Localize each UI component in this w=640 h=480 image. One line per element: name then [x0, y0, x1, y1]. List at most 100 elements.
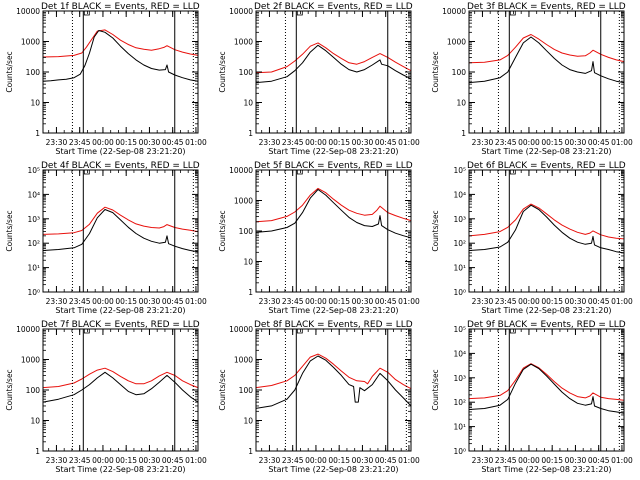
chart-title: Det 2f BLACK = Events, RED = LLD [254, 2, 413, 12]
y-tick-label: 10⁴ [453, 349, 466, 358]
y-tick-label: 10¹ [453, 423, 466, 432]
chart-panel-8: Det 8f BLACK = Events, RED = LLD 1 10 100 10… [218, 320, 420, 474]
x-tick-label: 00:45 [375, 138, 397, 147]
x-tick-label: 00:30 [352, 297, 374, 306]
x-tick-label: 00:45 [588, 297, 610, 306]
y-tick-label: 10 [243, 258, 253, 267]
chart-title: Det 3f BLACK = Events, RED = LLD [467, 2, 626, 12]
x-axis-label: Start Time (22-Sep-08 23:21:20) [55, 147, 185, 156]
x-tick-label: 01:00 [611, 297, 633, 306]
y-tick-label: 1 [248, 447, 253, 456]
y-tick-label: 1000 [234, 38, 253, 47]
y-tick-label: 10² [27, 239, 40, 248]
y-tick-label: 10⁰ [453, 447, 466, 456]
x-tick-label: 23:30 [259, 297, 281, 306]
y-tick-label: 10³ [453, 215, 466, 224]
x-tick-label: 01:00 [398, 456, 420, 465]
x-tick-label: 23:30 [46, 297, 68, 306]
y-tick-label: 1000 [447, 38, 466, 47]
x-tick-label: 01:00 [185, 297, 207, 306]
x-tick-label: 00:15 [328, 456, 350, 465]
chart-panel-6: Det 6f BLACK = Events, RED = LLD 10⁰ 10¹ 10… [431, 161, 633, 315]
x-tick-label: 00:00 [92, 297, 114, 306]
x-tick-label: 23:45 [282, 138, 304, 147]
x-tick-label: 23:45 [282, 456, 304, 465]
x-tick-label: 00:30 [565, 138, 587, 147]
chart-title: Det 6f BLACK = Events, RED = LLD [467, 161, 626, 171]
y-tick-label: 10 [243, 99, 253, 108]
x-tick-label: 23:45 [69, 456, 91, 465]
y-tick-label: 1000 [234, 356, 253, 365]
plot-frame [42, 169, 199, 293]
x-tick-label: 00:15 [115, 456, 137, 465]
y-axis-label: Counts/sec [5, 369, 14, 410]
x-tick-label: 23:45 [495, 297, 517, 306]
y-tick-label: 10⁵ [453, 166, 466, 175]
x-tick-label: 00:30 [139, 138, 161, 147]
y-axis-label: Counts/sec [218, 369, 227, 410]
x-tick-label: 23:30 [472, 138, 494, 147]
chart-panel-1: Det 1f BLACK = Events, RED = LLD 1 10 100 10… [5, 2, 207, 156]
y-tick-label: 10 [30, 417, 40, 426]
x-axis-label: Start Time (22-Sep-08 23:21:20) [268, 147, 398, 156]
x-tick-label: 00:15 [328, 138, 350, 147]
x-tick-label: 01:00 [611, 456, 633, 465]
y-tick-label: 100 [26, 68, 41, 77]
y-tick-label: 10 [243, 417, 253, 426]
x-tick-label: 00:45 [162, 297, 184, 306]
x-tick-label: 00:30 [565, 297, 587, 306]
y-tick-label: 10000 [16, 7, 40, 16]
x-tick-label: 00:45 [375, 297, 397, 306]
x-tick-label: 23:45 [69, 297, 91, 306]
x-tick-label: 00:15 [115, 297, 137, 306]
x-tick-label: 01:00 [398, 297, 420, 306]
y-tick-label: 10000 [442, 7, 466, 16]
chart-panel-2: Det 2f BLACK = Events, RED = LLD 1 10 100 10… [218, 2, 420, 156]
y-tick-label: 100 [26, 386, 41, 395]
y-tick-label: 1000 [21, 356, 40, 365]
plot-frame [468, 169, 625, 293]
x-tick-label: 00:15 [328, 297, 350, 306]
x-tick-label: 00:30 [139, 456, 161, 465]
y-axis-label: Counts/sec [431, 51, 440, 92]
y-tick-label: 100 [239, 227, 254, 236]
x-tick-label: 00:30 [352, 456, 374, 465]
y-tick-label: 1 [248, 129, 253, 138]
y-tick-label: 10⁰ [453, 288, 466, 297]
x-tick-label: 00:00 [518, 138, 540, 147]
x-tick-label: 23:45 [282, 297, 304, 306]
y-tick-label: 10³ [453, 374, 466, 383]
y-tick-label: 10 [456, 99, 466, 108]
x-tick-label: 23:30 [259, 138, 281, 147]
chart-title: Det 8f BLACK = Events, RED = LLD [254, 320, 413, 330]
y-axis-label: Counts/sec [5, 210, 14, 251]
chart-panel-5: Det 5f BLACK = Events, RED = LLD 1 10 100 10… [218, 161, 420, 315]
series-line-events [255, 189, 412, 239]
y-tick-label: 10¹ [453, 264, 466, 273]
y-tick-label: 10³ [27, 215, 40, 224]
x-tick-label: 00:15 [541, 456, 563, 465]
y-axis-label: Counts/sec [431, 210, 440, 251]
x-tick-label: 00:00 [305, 138, 327, 147]
y-tick-label: 10¹ [27, 264, 40, 273]
x-axis-label: Start Time (22-Sep-08 23:21:20) [268, 465, 398, 474]
chart-panel-3: Det 3f BLACK = Events, RED = LLD 1 10 100 10… [431, 2, 633, 156]
x-tick-label: 00:45 [375, 456, 397, 465]
chart-title: Det 5f BLACK = Events, RED = LLD [254, 161, 413, 171]
y-tick-label: 1 [461, 129, 466, 138]
x-tick-label: 00:00 [305, 456, 327, 465]
x-tick-label: 23:45 [495, 456, 517, 465]
y-tick-label: 100 [239, 68, 254, 77]
x-tick-label: 23:30 [472, 297, 494, 306]
y-tick-label: 1 [35, 129, 40, 138]
series-line-events [42, 209, 199, 253]
x-axis-label: Start Time (22-Sep-08 23:21:20) [55, 306, 185, 315]
y-tick-label: 10⁵ [453, 325, 466, 334]
y-tick-label: 10000 [16, 325, 40, 334]
y-tick-label: 10⁴ [453, 190, 466, 199]
y-tick-label: 1000 [21, 38, 40, 47]
series-line-events [468, 204, 625, 254]
x-tick-label: 00:45 [588, 138, 610, 147]
x-tick-label: 00:45 [162, 138, 184, 147]
